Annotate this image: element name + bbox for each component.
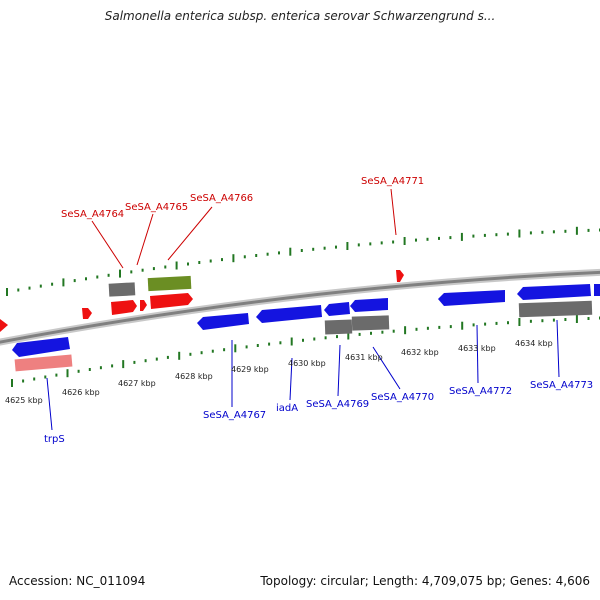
- gene-small-red[interactable]: [82, 308, 92, 319]
- leader-lines-reverse: [46, 319, 560, 431]
- gene-sesa-a4773[interactable]: [517, 284, 591, 300]
- scale-label: 4631 kbp: [345, 353, 383, 362]
- gene-offscreen-left[interactable]: [0, 319, 8, 332]
- gene-sesa-a4765[interactable]: [140, 300, 147, 311]
- gene-pink[interactable]: [14, 354, 73, 372]
- scale-label: 4634 kbp: [515, 339, 553, 348]
- label-sesa-a4765[interactable]: SeSA_A4765: [125, 202, 188, 213]
- scale-label: 4626 kbp: [62, 388, 100, 397]
- leader-lines: [91, 188, 397, 269]
- scale-label: 4627 kbp: [118, 379, 156, 388]
- inner-tick-track: [11, 315, 600, 387]
- label-sesa-a4773[interactable]: SeSA_A4773: [530, 380, 593, 391]
- forward-strand: [0, 270, 404, 332]
- reverse-labels: trpS SeSA_A4767 iadA SeSA_A4769 SeSA_A47…: [44, 380, 593, 445]
- label-sesa-a4767[interactable]: SeSA_A4767: [203, 410, 266, 421]
- label-trps[interactable]: trpS: [44, 434, 65, 445]
- pseudogene-forward[interactable]: [108, 282, 136, 297]
- label-sesa-a4769[interactable]: SeSA_A4769: [306, 399, 369, 410]
- label-sesa-a4770[interactable]: SeSA_A4770: [371, 392, 434, 403]
- gene-sesa-a4767[interactable]: [197, 313, 249, 330]
- gene-sesa-a4771[interactable]: [396, 270, 404, 282]
- outer-tick-track: [6, 226, 600, 296]
- label-sesa-a4772[interactable]: SeSA_A4772: [449, 386, 512, 397]
- accession-text: Accession: NC_011094: [9, 574, 146, 588]
- label-sesa-a4766[interactable]: SeSA_A4766: [190, 193, 253, 204]
- scale-label: 4630 kbp: [288, 359, 326, 368]
- label-sesa-a4771[interactable]: SeSA_A4771: [361, 176, 424, 187]
- summary-text: Topology: circular; Length: 4,709,075 bp…: [260, 574, 590, 588]
- pseudogene-reverse-1[interactable]: [324, 319, 353, 335]
- scale-labels: 4625 kbp 4626 kbp 4627 kbp 4628 kbp 4629…: [5, 339, 553, 405]
- reverse-strand: [12, 284, 600, 372]
- scale-label: 4633 kbp: [458, 344, 496, 353]
- scale-label: 4625 kbp: [5, 396, 43, 405]
- gene-sesa-a4766[interactable]: [150, 293, 193, 309]
- scale-label: 4628 kbp: [175, 372, 213, 381]
- scale-label: 4632 kbp: [401, 348, 439, 357]
- rna-gene-forward[interactable]: [147, 275, 192, 292]
- gene-sesa-a4772[interactable]: [438, 290, 505, 306]
- gene-iada[interactable]: [256, 305, 322, 323]
- pseudogene-reverse-2[interactable]: [351, 315, 390, 331]
- gene-trps[interactable]: [12, 337, 70, 357]
- gene-sesa-a4769[interactable]: [324, 302, 350, 316]
- gene-offscreen-right[interactable]: [594, 284, 600, 296]
- gene-sesa-a4764[interactable]: [111, 300, 137, 315]
- gene-sesa-a4770[interactable]: [350, 298, 388, 312]
- scale-label: 4629 kbp: [231, 365, 269, 374]
- label-iada[interactable]: iadA: [276, 403, 298, 414]
- pseudogene-reverse-3[interactable]: [518, 300, 593, 318]
- label-sesa-a4764[interactable]: SeSA_A4764: [61, 209, 124, 220]
- map-title: Salmonella enterica subsp. enterica sero…: [104, 9, 496, 23]
- forward-labels: SeSA_A4764 SeSA_A4765 SeSA_A4766 SeSA_A4…: [61, 176, 424, 220]
